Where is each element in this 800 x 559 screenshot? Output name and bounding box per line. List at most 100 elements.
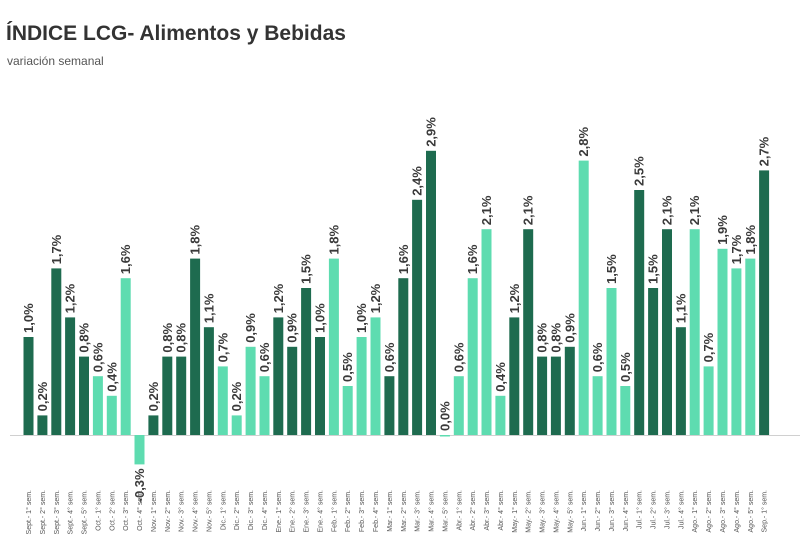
- x-tick-label-17: Dic.- 3° sem.: [247, 490, 255, 530]
- value-label-10: 0,2%: [146, 381, 161, 411]
- bar-43: [606, 288, 617, 435]
- bar-9: [134, 435, 145, 465]
- x-tick-label-21: Ene.- 3° sem.: [303, 490, 311, 533]
- bar-34: [481, 229, 492, 435]
- x-tick-label-30: Mar.- 4° sem.: [428, 490, 436, 532]
- x-tick-label-28: Mar.- 2° sem.: [400, 490, 408, 532]
- x-tick-label-49: Ago.- 1° sem.: [691, 490, 699, 533]
- x-tick-label-41: Jun.- 1° sem.: [580, 490, 588, 531]
- value-label-17: 0,9%: [243, 313, 258, 343]
- value-label-38: 0,8%: [535, 323, 550, 353]
- value-label-6: 0,6%: [90, 342, 105, 372]
- x-tick-label-23: Feb.- 1° sem.: [330, 490, 338, 532]
- value-labels-group: 1,0%0,2%1,7%1,2%0,8%0,6%0,4%1,6%-0,3%0,2…: [21, 117, 772, 503]
- bar-13: [190, 258, 201, 435]
- x-tick-label-6: Oct.- 1° sem.: [94, 490, 102, 531]
- x-tick-label-26: Feb.- 4° sem.: [372, 490, 380, 532]
- x-tick-label-34: Abr.- 3° sem.: [483, 490, 491, 531]
- bar-40: [564, 346, 575, 435]
- x-tick-label-12: Nov.- 3° sem.: [178, 490, 186, 532]
- x-tick-label-32: Abr.- 1° sem.: [455, 490, 463, 531]
- value-label-3: 1,7%: [49, 234, 64, 264]
- bar-53: [745, 258, 756, 435]
- value-label-33: 1,6%: [465, 244, 480, 274]
- value-label-26: 1,2%: [368, 283, 383, 313]
- x-tick-label-38: May.- 3° sem.: [539, 490, 547, 533]
- bar-38: [537, 356, 548, 435]
- x-tick-label-36: May.- 1° sem.: [511, 490, 519, 533]
- value-label-36: 1,2%: [507, 283, 522, 313]
- x-tick-label-27: Mar.- 1° sem.: [386, 490, 394, 532]
- x-tick-label-42: Jun.- 2° sem.: [594, 490, 602, 531]
- bar-26: [370, 317, 381, 435]
- x-tick-label-39: May.- 4° sem.: [552, 490, 560, 533]
- x-tick-label-40: May.- 5° sem.: [566, 490, 574, 533]
- x-tick-label-29: Mar.- 3° sem.: [414, 490, 422, 532]
- x-tick-label-24: Feb.- 2° sem.: [344, 490, 352, 532]
- bar-41: [578, 160, 589, 435]
- value-label-18: 0,6%: [257, 342, 272, 372]
- x-tick-label-35: Abr.- 4° sem.: [497, 490, 505, 531]
- value-label-52: 1,7%: [729, 234, 744, 264]
- bar-4: [65, 317, 76, 435]
- value-label-5: 0,8%: [77, 323, 92, 353]
- x-tick-label-48: Jul.- 4° sem.: [677, 490, 685, 529]
- x-tick-label-33: Abr.- 2° sem.: [469, 490, 477, 531]
- x-tick-label-18: Dic.- 4° sem.: [261, 490, 269, 530]
- bar-39: [550, 356, 561, 435]
- x-tick-label-15: Dic.- 1° sem.: [219, 490, 227, 530]
- bar-10: [148, 415, 159, 435]
- x-tick-label-8: Oct.- 3° sem.: [122, 490, 130, 531]
- x-tick-label-9: Oct.- 4° sem.: [136, 490, 144, 531]
- value-label-42: 0,6%: [590, 342, 605, 372]
- bar-24: [342, 386, 353, 435]
- value-label-12: 0,8%: [174, 323, 189, 353]
- x-tick-label-47: Jul.- 3° sem.: [664, 490, 672, 529]
- bar-12: [176, 356, 187, 435]
- x-tick-label-43: Jun.- 3° sem.: [608, 490, 616, 531]
- value-label-2: 0,2%: [35, 381, 50, 411]
- value-label-29: 2,4%: [410, 166, 425, 196]
- bar-15: [217, 366, 228, 435]
- x-tick-label-5: Sept.- 5° sem.: [81, 490, 89, 534]
- x-tick-label-44: Jun.- 4° sem.: [622, 490, 630, 531]
- x-tick-label-54: Sep.- 1° sem.: [761, 490, 769, 533]
- value-label-28: 1,6%: [396, 244, 411, 274]
- bar-6: [92, 376, 103, 435]
- x-tick-label-22: Ene.- 4° sem.: [317, 490, 325, 533]
- bar-1: [23, 337, 34, 435]
- bar-54: [759, 170, 770, 435]
- bar-8: [120, 278, 131, 435]
- x-tick-label-37: May.- 2° sem.: [525, 490, 533, 533]
- bar-7: [106, 395, 117, 435]
- bar-44: [620, 386, 631, 435]
- value-label-8: 1,6%: [118, 244, 133, 274]
- x-tick-label-20: Ene.- 2° sem.: [289, 490, 297, 533]
- x-tick-label-50: Ago.- 2° sem.: [705, 490, 713, 533]
- bar-48: [675, 327, 686, 435]
- value-label-53: 1,8%: [743, 225, 758, 255]
- bar-33: [467, 278, 478, 435]
- x-tick-label-45: Jul.- 1° sem.: [636, 490, 644, 529]
- bar-50: [703, 366, 714, 435]
- bar-31: [439, 435, 450, 437]
- x-tick-label-19: Ene.- 1° sem.: [275, 490, 283, 533]
- value-label-20: 0,9%: [285, 313, 300, 343]
- value-label-46: 1,5%: [646, 254, 661, 284]
- value-label-22: 1,0%: [313, 303, 328, 333]
- value-label-31: 0,0%: [437, 401, 452, 431]
- x-tick-label-2: Sept.- 2° sem.: [39, 490, 47, 534]
- bar-17: [245, 346, 256, 435]
- value-label-9: -0,3%: [132, 468, 147, 502]
- value-label-7: 0,4%: [104, 362, 119, 392]
- bar-14: [203, 327, 214, 435]
- bar-23: [328, 258, 339, 435]
- x-tick-label-46: Jul.- 2° sem.: [650, 490, 658, 529]
- bar-22: [315, 337, 325, 435]
- value-label-21: 1,5%: [299, 254, 314, 284]
- x-tick-label-10: Nov.- 1° sem.: [150, 490, 158, 532]
- value-label-54: 2,7%: [757, 136, 772, 166]
- value-label-32: 0,6%: [451, 342, 466, 372]
- value-label-51: 1,9%: [715, 215, 730, 245]
